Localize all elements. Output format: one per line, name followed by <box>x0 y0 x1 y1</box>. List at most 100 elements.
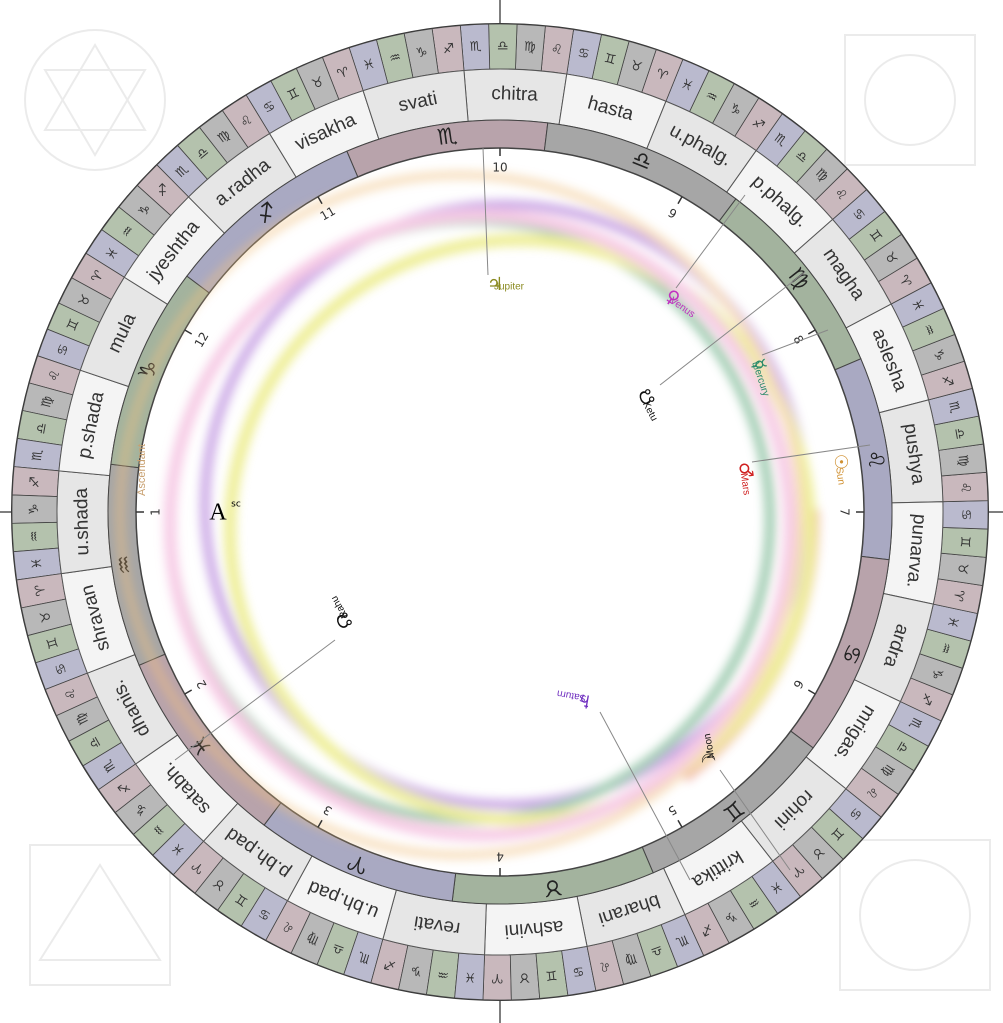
navamsa-glyph: ♉ <box>954 562 970 575</box>
navamsa-glyph: ♏ <box>945 400 962 415</box>
navamsa-glyph: ♓ <box>944 615 961 630</box>
house-tick <box>807 329 816 335</box>
planet-glyph: ☉ <box>829 452 852 471</box>
planet-name: Mars <box>738 472 752 496</box>
planet-glyph: ♃ <box>487 274 503 295</box>
nakshatra-label: u.shada <box>71 487 94 556</box>
planet-pointer <box>599 711 691 881</box>
planet: ☽Moon <box>698 733 721 770</box>
house-tick <box>677 196 683 205</box>
navamsa-glyph: ♓ <box>464 969 477 985</box>
navamsa-glyph: ♌ <box>957 481 973 493</box>
sign-glyph: ♉ <box>541 873 564 901</box>
planet-pointer <box>719 769 791 871</box>
navamsa-glyph: ♒ <box>388 50 403 67</box>
house-number: 12 <box>192 330 212 350</box>
navamsa-glyph: ♈ <box>491 970 503 985</box>
asc-marker-sup: sc <box>231 500 241 510</box>
inner-disc <box>135 147 865 877</box>
navamsa-glyph: ♑ <box>27 503 42 515</box>
navamsa-glyph: ♐ <box>938 373 956 388</box>
house-tick <box>317 196 323 205</box>
sign-glyph: ♌ <box>861 448 889 471</box>
navamsa-glyph: ♒ <box>919 322 937 339</box>
navamsa-glyph: ♐ <box>383 956 398 973</box>
navamsa-glyph: ♐ <box>917 691 935 708</box>
navamsa-glyph: ♍ <box>39 394 56 409</box>
house-tick <box>807 689 816 695</box>
navamsa-glyph: ♑ <box>409 962 423 979</box>
navamsa-glyph: ♓ <box>679 76 696 94</box>
navamsa-glyph: ♌ <box>46 368 64 384</box>
planet: ☉Sun <box>829 452 852 486</box>
navamsa-glyph: ♍ <box>523 40 536 56</box>
navamsa-glyph: ♊ <box>44 635 62 650</box>
navamsa-glyph: ♉ <box>518 969 530 985</box>
navamsa-glyph: ♏ <box>356 948 372 966</box>
planet-name: Jupiter <box>494 282 525 293</box>
yantra-decor <box>24 29 991 991</box>
planet-pointer <box>174 639 336 761</box>
navamsa-glyph: ♊ <box>603 51 618 68</box>
navamsa-glyph: ♎ <box>34 421 51 435</box>
navamsa-glyph: ♍ <box>955 454 971 468</box>
planet-name: Sun <box>833 467 846 486</box>
house-number: 4 <box>496 850 504 864</box>
navamsa-glyph: ♊ <box>957 535 973 548</box>
navamsa-glyph: ♈ <box>654 66 670 84</box>
navamsa-glyph: ♎ <box>649 941 665 959</box>
asc-marker: A <box>209 500 227 526</box>
navamsa-glyph: ♒ <box>936 640 954 656</box>
planet-glyph: ☽ <box>698 750 721 770</box>
navamsa-glyph: ♋ <box>958 509 973 521</box>
navamsa-glyph: ♉ <box>38 609 55 624</box>
navamsa-glyph: ♉ <box>310 74 327 92</box>
navamsa-glyph: ♏ <box>674 931 691 949</box>
navamsa-glyph: ♒ <box>437 966 450 982</box>
navamsa-glyph: ♉ <box>628 58 644 76</box>
sign-glyph: ♏ <box>436 123 459 151</box>
navamsa-glyph: ♎ <box>497 39 509 54</box>
navamsa-glyph: ♏ <box>30 449 46 462</box>
navamsa-glyph: ♊ <box>545 967 558 983</box>
navamsa-glyph: ♈ <box>33 583 50 597</box>
planet-pointer <box>761 329 829 356</box>
navamsa-glyph: ♑ <box>929 347 947 363</box>
nakshatra-label: ashvini <box>504 916 565 942</box>
planet-pointer <box>659 271 806 386</box>
house-number: 11 <box>318 204 338 224</box>
navamsa-glyph: ♎ <box>330 939 346 957</box>
navamsa-glyph: ♐ <box>442 41 455 57</box>
navamsa-glyph: ♏ <box>469 39 481 55</box>
navamsa-glyph: ♓ <box>29 557 45 570</box>
planet-name: Saturn <box>556 687 587 703</box>
navamsa-glyph: ♓ <box>361 56 376 74</box>
house-tick <box>677 819 683 828</box>
nakshatra-label: chitra <box>491 83 539 106</box>
planet: ♃Jupiter <box>487 274 525 295</box>
house-number: 1 <box>149 508 163 516</box>
planet-glyph: ♄ <box>575 689 595 712</box>
ascendant-label: Ascendant <box>136 444 148 496</box>
planet: ♄Saturn <box>556 687 595 712</box>
navamsa-glyph: ♈ <box>949 588 966 602</box>
house-tick <box>184 329 193 335</box>
planet-glyph: ♂ <box>734 460 757 479</box>
navamsa-glyph: ♋ <box>54 342 72 358</box>
navamsa-glyph: ♌ <box>62 686 80 703</box>
navamsa-glyph: ♎ <box>951 427 968 441</box>
navamsa-glyph: ♈ <box>335 65 351 83</box>
house-tick <box>317 819 323 828</box>
navamsa-glyph: ♋ <box>53 661 71 677</box>
planet: ♂Mars <box>734 460 757 496</box>
house-number: 10 <box>492 161 507 175</box>
aspect-rings <box>116 171 819 859</box>
navamsa-glyph: ♊ <box>64 317 82 334</box>
planet-pointer <box>751 444 871 463</box>
navamsa-glyph: ♌ <box>597 957 612 974</box>
navamsa-glyph: ♑ <box>927 666 945 682</box>
navamsa-glyph: ♋ <box>571 963 585 980</box>
navamsa-glyph: ♌ <box>550 42 563 58</box>
planet-name: Moon <box>702 733 717 760</box>
